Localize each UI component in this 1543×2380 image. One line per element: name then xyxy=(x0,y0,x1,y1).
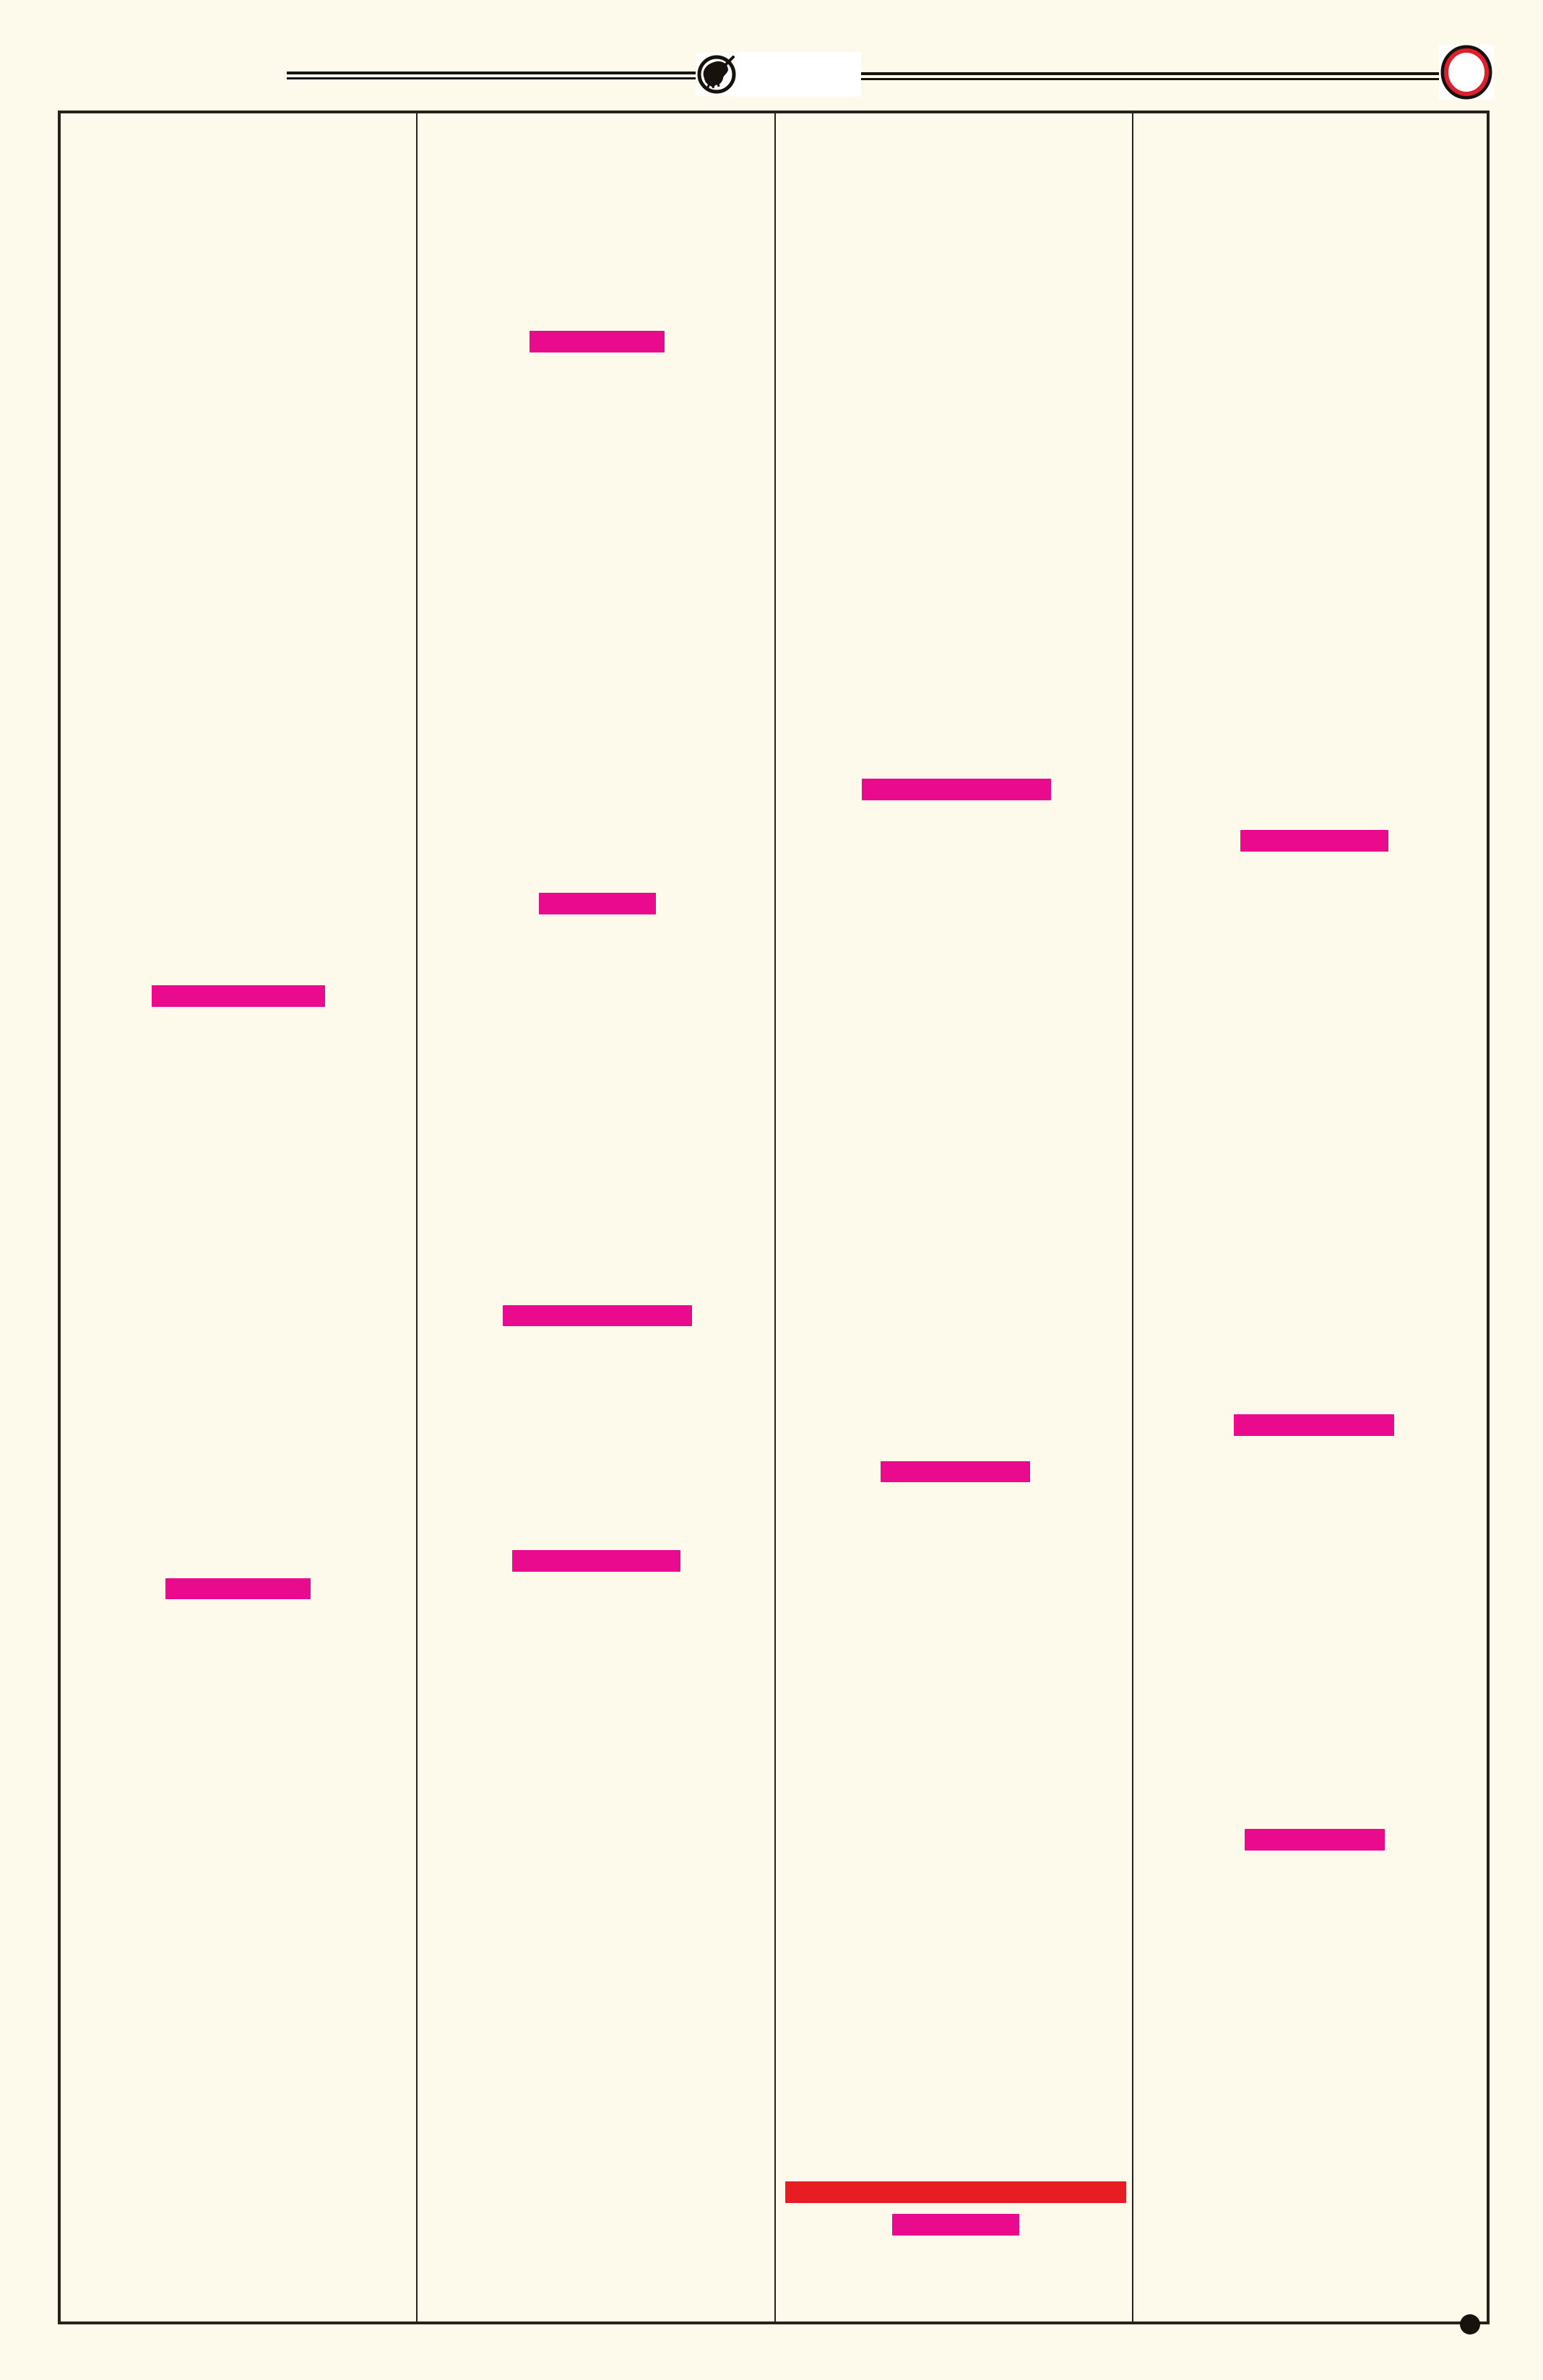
lane-divider-3 xyxy=(1132,113,1133,2321)
corner-dot xyxy=(1460,2314,1480,2334)
band-lane1-10 xyxy=(165,1578,311,1599)
band-lane3-13 xyxy=(892,2214,1019,2236)
bull-logo-icon xyxy=(696,53,739,96)
band-lane4-3 xyxy=(1240,830,1388,852)
header-white-patch xyxy=(732,52,861,97)
band-lane4-7 xyxy=(1234,1414,1394,1436)
lane-board-frame xyxy=(58,111,1490,2324)
target-circle-glyph xyxy=(1440,45,1492,100)
lane-divider-1 xyxy=(416,113,418,2321)
band-lane2-6 xyxy=(503,1305,692,1326)
target-circle-icon xyxy=(1439,45,1494,100)
band-lane3-8 xyxy=(881,1461,1030,1482)
bull-logo-glyph xyxy=(697,55,736,94)
header-rule-left xyxy=(287,72,701,79)
band-lane3-2 xyxy=(862,779,1051,800)
band-lane1-5 xyxy=(152,985,325,1007)
lane-divider-2 xyxy=(774,113,776,2321)
band-lane2-4 xyxy=(539,893,656,914)
header-rule-right xyxy=(861,72,1443,80)
band-lane4-11 xyxy=(1245,1829,1385,1851)
band-lane2-1 xyxy=(530,331,665,352)
band-lane2-9 xyxy=(512,1550,680,1572)
band-lane3-12 xyxy=(785,2181,1126,2203)
